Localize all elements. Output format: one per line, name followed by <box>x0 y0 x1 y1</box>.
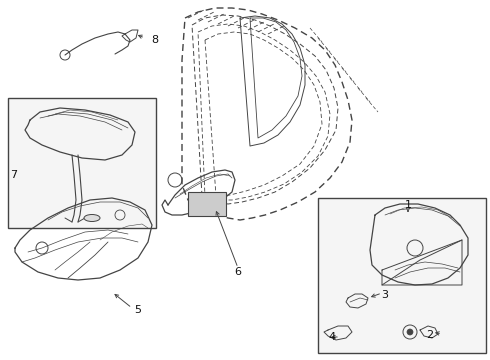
Text: 8: 8 <box>151 35 159 45</box>
Text: 6: 6 <box>235 267 242 277</box>
Bar <box>8 98 156 228</box>
Bar <box>188 192 226 216</box>
Text: 4: 4 <box>328 332 336 342</box>
Ellipse shape <box>84 215 100 221</box>
Bar <box>318 198 486 353</box>
Text: 7: 7 <box>10 170 18 180</box>
Circle shape <box>407 329 413 335</box>
Text: 1: 1 <box>405 200 412 210</box>
Text: 2: 2 <box>426 330 434 340</box>
Text: 3: 3 <box>382 290 389 300</box>
Text: 5: 5 <box>134 305 142 315</box>
